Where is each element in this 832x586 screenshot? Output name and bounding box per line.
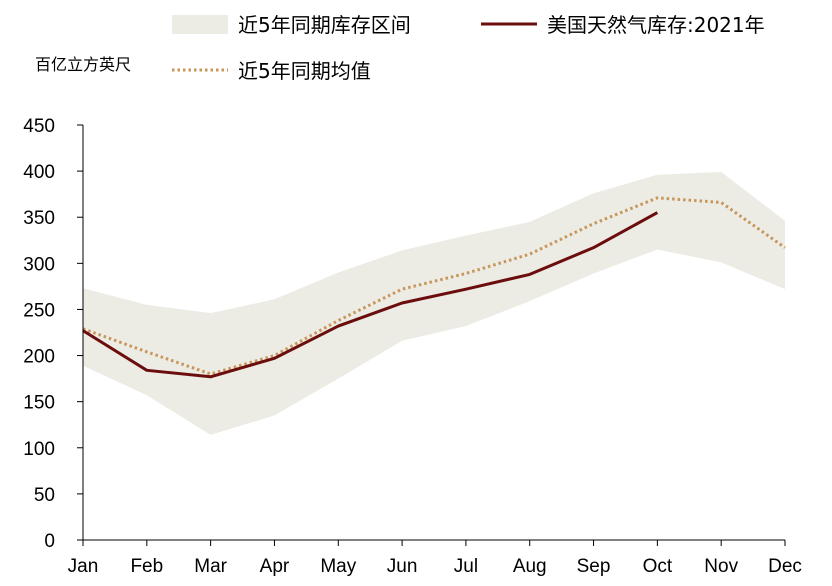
x-tick-label: Jan [68,556,99,577]
y-tick-label: 400 [23,162,55,183]
x-tick-label: Dec [768,556,802,577]
legend: 近5年同期库存区间 美国天然气库存:2021年 近5年同期均值 [172,13,765,83]
x-tick-label: Jul [454,556,478,577]
range-band-area [83,172,785,435]
y-tick-label: 350 [23,208,55,229]
series-line-5yr-avg [82,196,786,376]
x-tick-label: Nov [704,556,738,577]
legend-label-range-band: 近5年同期库存区间 [238,13,411,37]
x-tick-label: Aug [513,556,547,577]
legend-swatch-range-band [172,15,228,34]
y-tick-label: 200 [23,347,55,368]
x-tick-label: Sep [577,556,611,577]
y-tick-label: 100 [23,439,55,460]
y-tick-label: 50 [34,485,55,506]
y-tick-label: 150 [23,393,55,414]
series-line-2021 [82,211,659,379]
legend-label-5yr-avg: 近5年同期均值 [238,59,371,83]
axes [77,124,786,546]
x-tick-label: Feb [130,556,163,577]
legend-label-2021: 美国天然气库存:2021年 [547,13,765,37]
x-tick-label: Oct [643,556,673,577]
range-band-layer [83,172,785,435]
series-layer [82,196,786,379]
y-tick-label: 0 [44,531,55,552]
y-unit-label: 百亿立方英尺 [35,55,131,74]
y-tick-label: 250 [23,300,55,321]
x-tick-label: Mar [194,556,227,577]
x-tick-label: May [320,556,356,577]
x-tick-label: Jun [387,556,418,577]
y-tick-label: 450 [23,116,55,137]
y-tick-label: 300 [23,254,55,275]
x-tick-label: Apr [260,556,290,577]
tick-labels: 0 50 100 150 200 250 300 350 400 450 Jan Feb Mar Apr M… [23,116,802,577]
